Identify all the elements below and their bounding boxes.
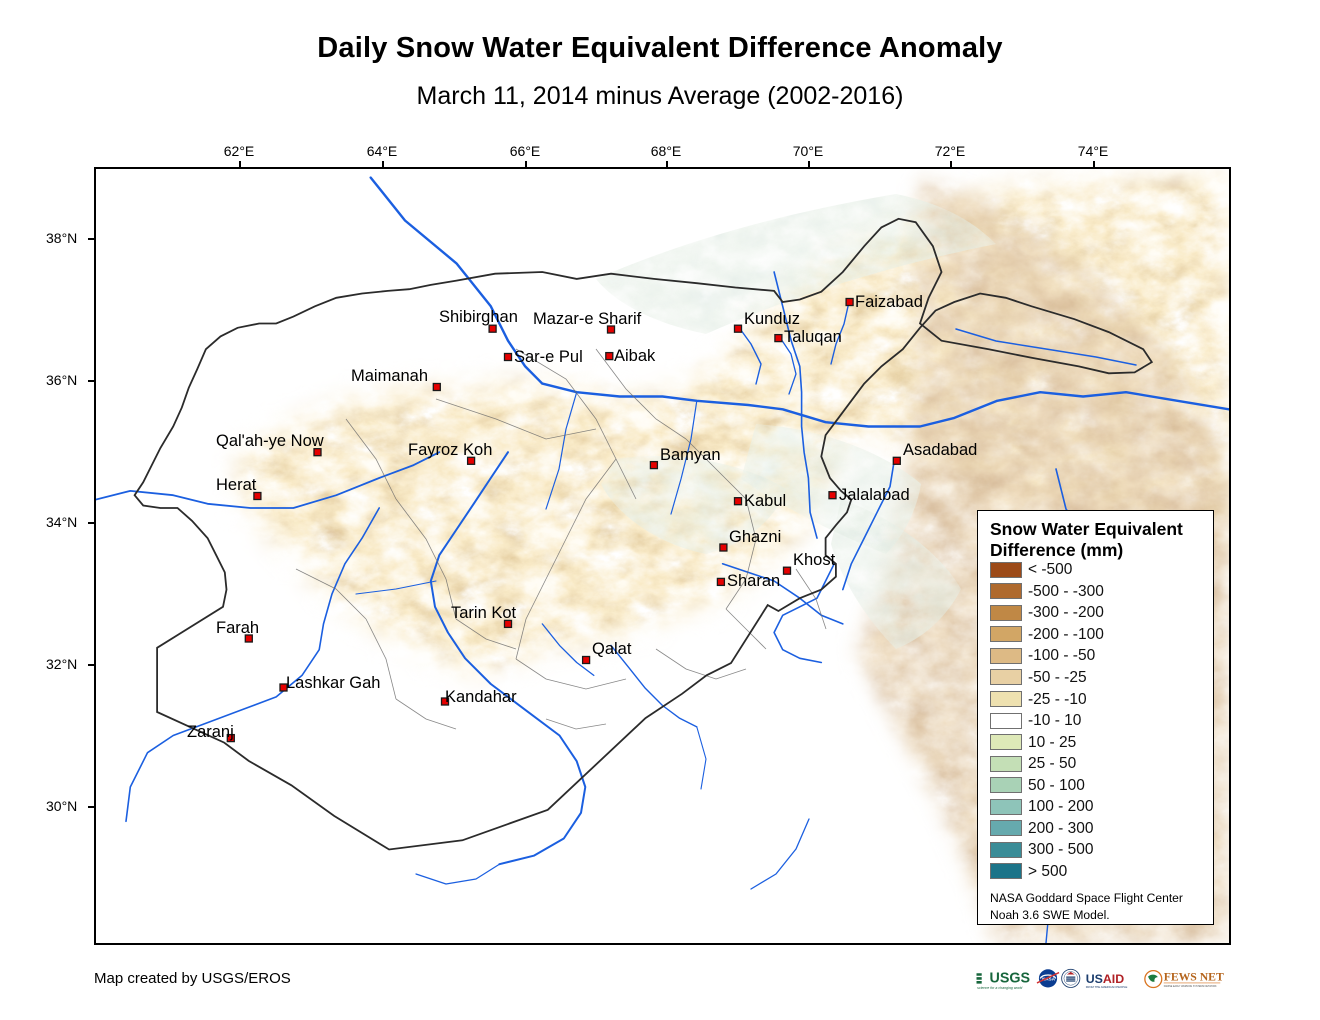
svg-text:Fayroz Koh: Fayroz Koh	[408, 441, 492, 459]
svg-text:Ghazni: Ghazni	[729, 528, 781, 546]
svg-text:Qalat: Qalat	[592, 640, 632, 658]
svg-text:Taluqan: Taluqan	[784, 328, 842, 346]
svg-text:USAID: USAID	[1086, 972, 1125, 986]
svg-text:Asadabad: Asadabad	[903, 441, 977, 459]
svg-text:Zaranj: Zaranj	[187, 723, 234, 741]
svg-text:Bamyan: Bamyan	[660, 446, 721, 464]
svg-text:FEWS NET: FEWS NET	[1164, 970, 1224, 983]
svg-text:Sar-e Pul: Sar-e Pul	[514, 348, 583, 366]
svg-text:Jalalabad: Jalalabad	[839, 486, 910, 504]
svg-text:Khost: Khost	[793, 551, 836, 569]
svg-text:Sharan: Sharan	[727, 572, 780, 590]
svg-text:Herat: Herat	[216, 476, 257, 494]
svg-text:Lashkar Gah: Lashkar Gah	[286, 674, 380, 692]
svg-text:science for a changing world: science for a changing world	[977, 986, 1023, 990]
svg-text:Mazar-e Sharif: Mazar-e Sharif	[533, 310, 642, 328]
svg-text:Shibirghan: Shibirghan	[439, 308, 518, 326]
svg-text:Qal'ah-ye Now: Qal'ah-ye Now	[216, 432, 324, 450]
svg-text:Aibak: Aibak	[614, 347, 656, 365]
svg-text:Maimanah: Maimanah	[351, 367, 428, 385]
svg-text:Kabul: Kabul	[744, 492, 786, 510]
svg-text:FAMINE EARLY WARNING SYSTEMS N: FAMINE EARLY WARNING SYSTEMS NETWORK	[1164, 985, 1217, 988]
svg-text:Tarin Kot: Tarin Kot	[451, 604, 517, 622]
svg-text:Faizabad: Faizabad	[855, 293, 923, 311]
svg-text:USGS: USGS	[990, 970, 1030, 986]
svg-text:Kunduz: Kunduz	[744, 310, 800, 328]
svg-text:Farah: Farah	[216, 619, 259, 637]
svg-text:FROM THE AMERICAN PEOPLE: FROM THE AMERICAN PEOPLE	[1086, 985, 1128, 989]
svg-text:Kandahar: Kandahar	[445, 688, 517, 706]
